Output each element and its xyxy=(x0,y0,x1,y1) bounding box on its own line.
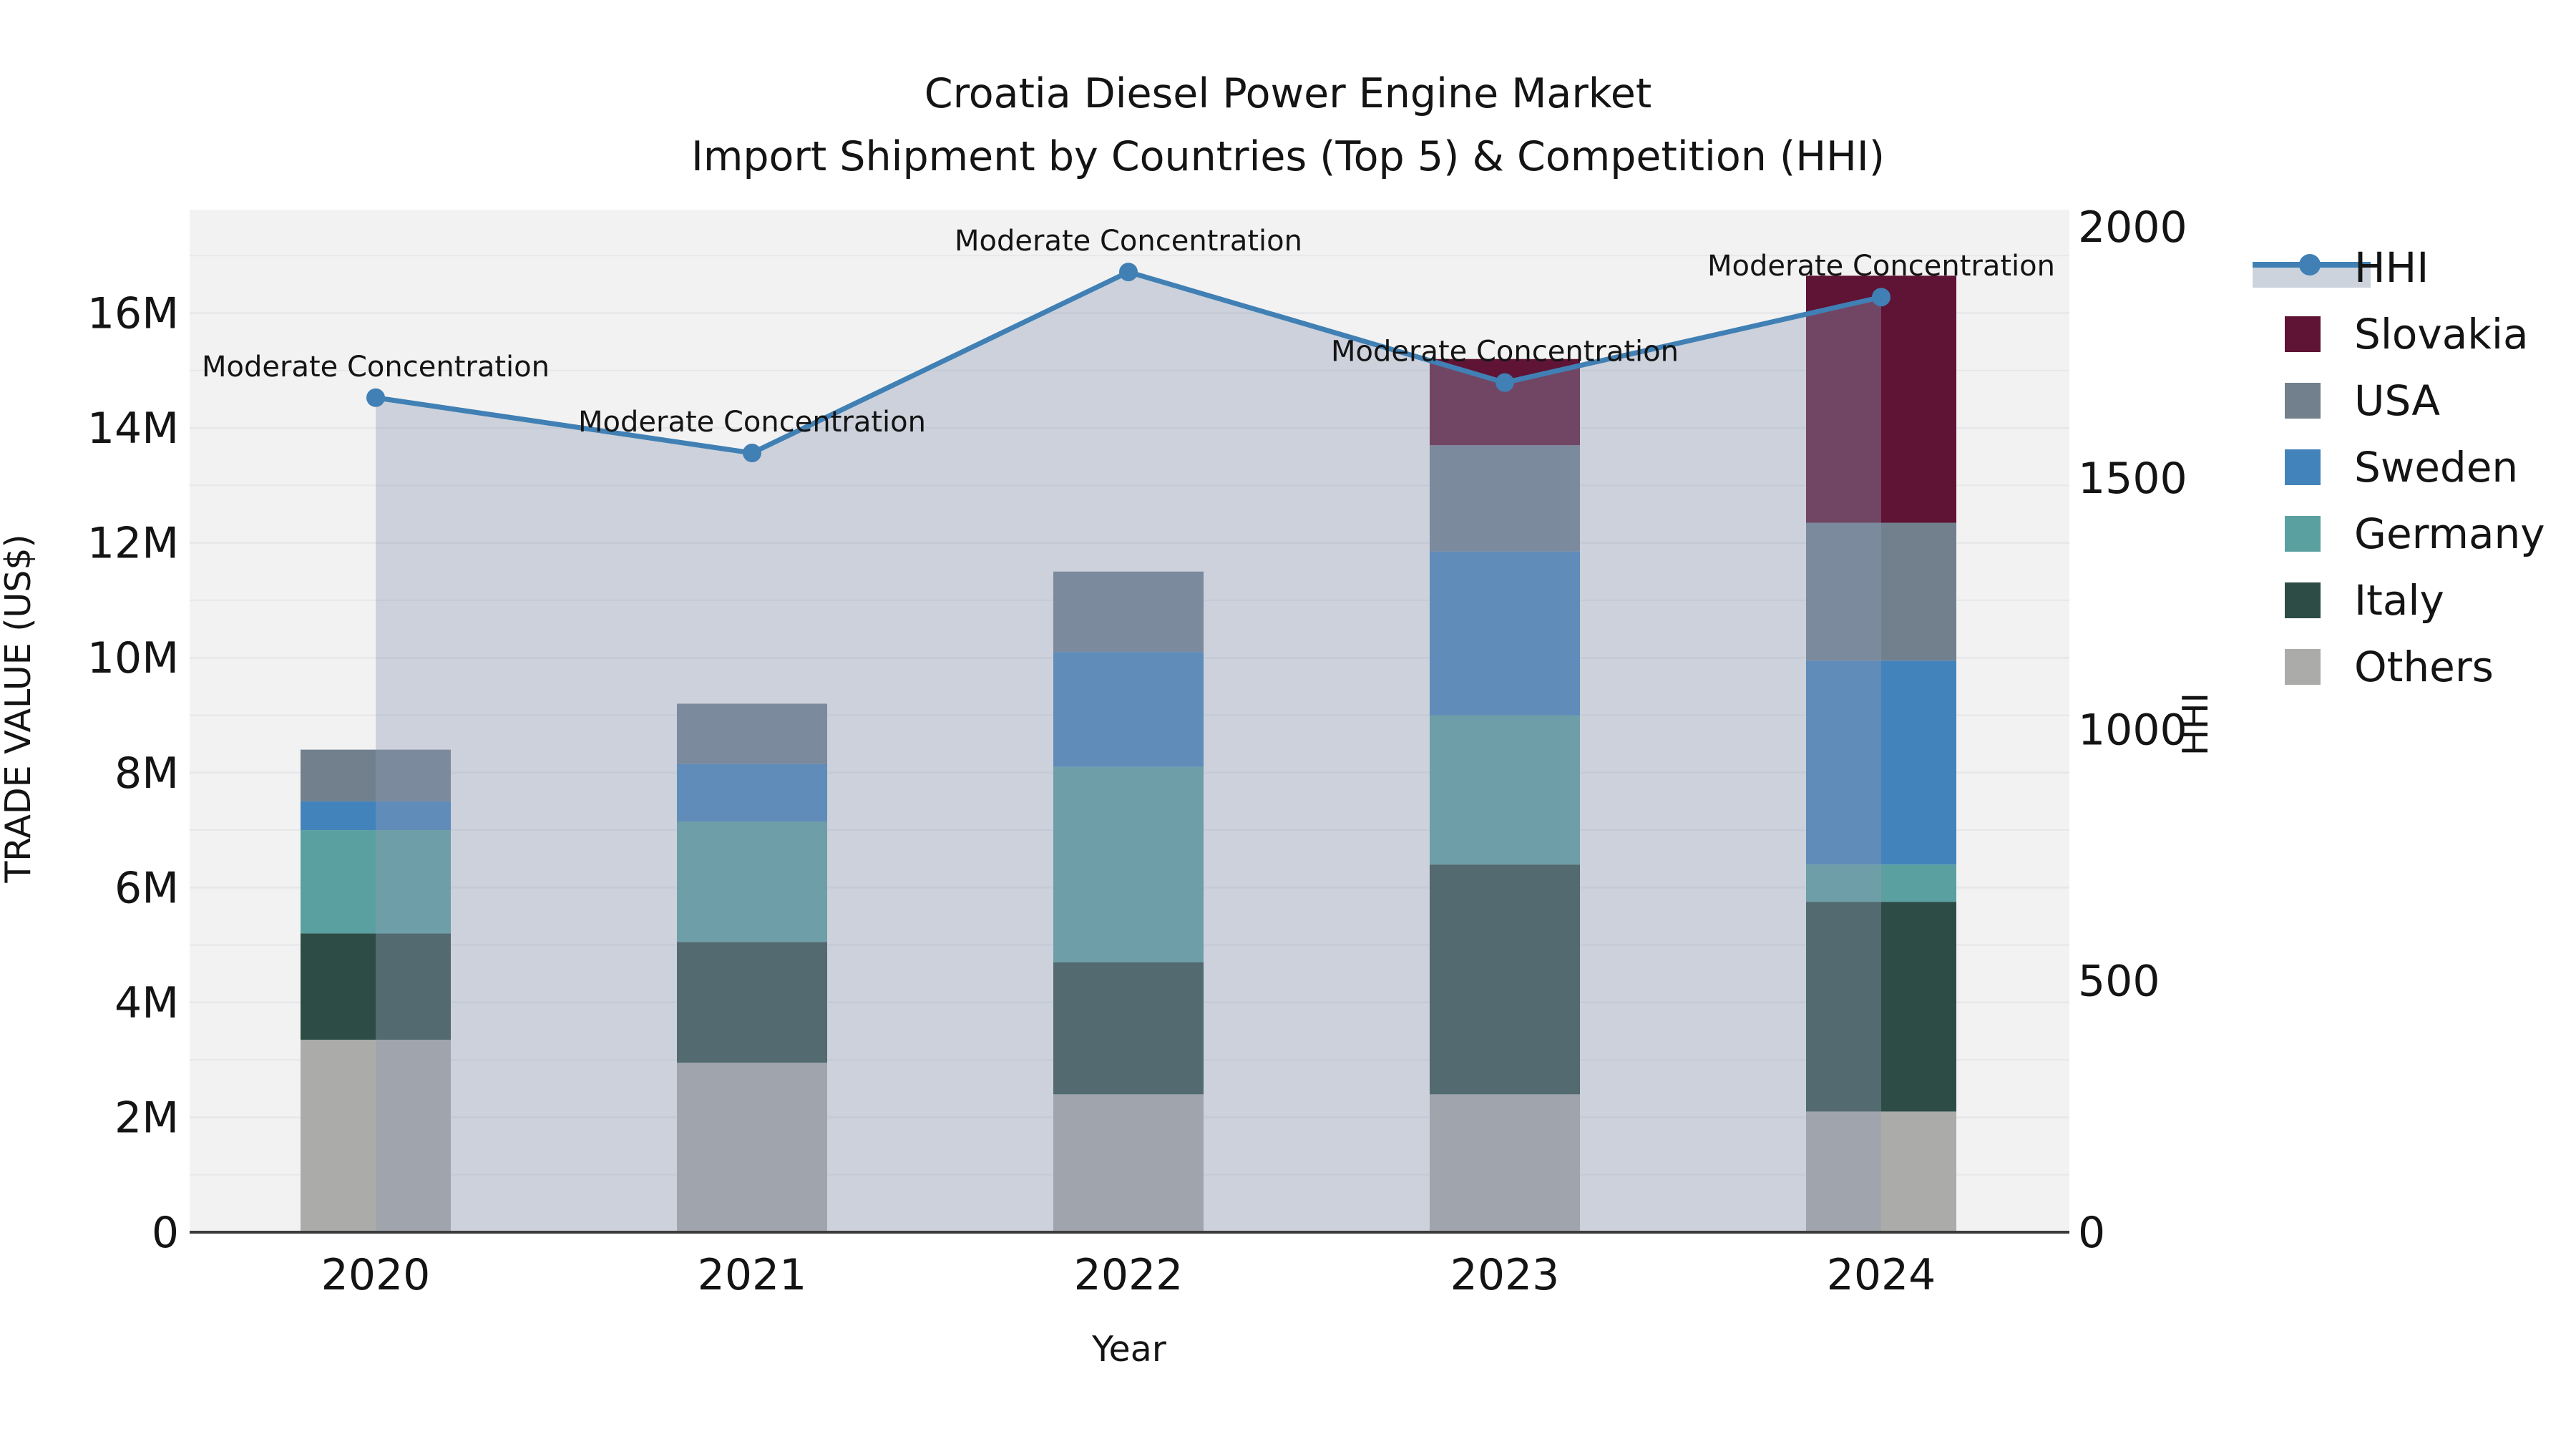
y-right-tick-1000: 1000 xyxy=(2078,705,2187,755)
bar-usa-2023 xyxy=(1430,445,1580,552)
legend: HHI Slovakia USA Sweden Germany Italy Others xyxy=(2253,243,2545,691)
hhi-marker-2022 xyxy=(1119,263,1138,282)
y-left-tick-14M: 14M xyxy=(87,404,179,454)
y-right-tick-0: 0 xyxy=(2078,1208,2105,1258)
bar-italy-2022 xyxy=(1053,962,1204,1095)
chart-title-line-1: Croatia Diesel Power Engine Market xyxy=(924,70,1652,117)
bar-usa-2020 xyxy=(301,749,451,801)
legend-label-usa: USA xyxy=(2354,376,2440,425)
bar-slovakia-2024 xyxy=(1806,275,1956,523)
bar-sweden-2023 xyxy=(1430,551,1580,716)
legend-label-italy: Italy xyxy=(2354,576,2444,625)
legend-label-slovakia: Slovakia xyxy=(2354,310,2529,358)
legend-swatch-usa xyxy=(2285,383,2321,419)
y-axis-right-ticks: 0 500 1000 1500 2000 xyxy=(2078,203,2187,1258)
y-left-tick-4M: 4M xyxy=(114,978,179,1028)
bar-sweden-2021 xyxy=(677,763,827,821)
legend-item-germany: Germany xyxy=(2285,509,2545,558)
hhi-marker-2021 xyxy=(743,444,761,463)
bar-italy-2021 xyxy=(677,942,827,1063)
bar-others-2020 xyxy=(301,1040,451,1232)
x-axis-title: Year xyxy=(1091,1329,1167,1370)
legend-item-hhi: HHI xyxy=(2253,243,2429,292)
y-axis-right-title: HHI xyxy=(2175,693,2216,756)
legend-label-others: Others xyxy=(2354,643,2494,691)
hhi-marker-2023 xyxy=(1496,373,1514,392)
y-axis-left-ticks: 0 2M 4M 6M 8M 10M 12M 14M 16M xyxy=(87,289,179,1258)
legend-item-sweden: Sweden xyxy=(2285,443,2518,492)
legend-label-germany: Germany xyxy=(2354,509,2545,558)
legend-label-hhi: HHI xyxy=(2354,243,2429,292)
bar-germany-2022 xyxy=(1053,766,1204,962)
bar-sweden-2022 xyxy=(1053,652,1204,767)
legend-item-others: Others xyxy=(2285,643,2494,691)
bar-germany-2020 xyxy=(301,830,451,934)
stacked-bars xyxy=(301,275,1956,1232)
bar-germany-2023 xyxy=(1430,715,1580,865)
legend-item-usa: USA xyxy=(2285,376,2440,425)
y-right-tick-500: 500 xyxy=(2078,957,2160,1007)
annotation-2020: Moderate Concentration xyxy=(202,351,550,384)
bar-usa-2022 xyxy=(1053,571,1204,653)
bar-italy-2024 xyxy=(1806,902,1956,1112)
bar-others-2023 xyxy=(1430,1094,1580,1232)
legend-swatch-slovakia xyxy=(2285,316,2321,352)
bar-germany-2021 xyxy=(677,821,827,942)
x-tick-2020: 2020 xyxy=(321,1250,431,1300)
x-axis-ticks: 2020 2021 2022 2023 2024 xyxy=(321,1250,1936,1300)
bar-others-2022 xyxy=(1053,1094,1204,1232)
hhi-line-series xyxy=(366,263,1890,463)
legend-hhi-marker-icon xyxy=(2299,254,2321,275)
bar-others-2021 xyxy=(677,1063,827,1232)
bar-usa-2024 xyxy=(1806,522,1956,661)
legend-swatch-sweden xyxy=(2285,449,2321,485)
legend-swatch-germany xyxy=(2285,516,2321,552)
legend-item-italy: Italy xyxy=(2285,576,2444,625)
bar-sweden-2024 xyxy=(1806,660,1956,865)
hhi-marker-2024 xyxy=(1872,288,1890,307)
annotation-2023: Moderate Concentration xyxy=(1331,336,1679,369)
x-tick-2022: 2022 xyxy=(1074,1250,1184,1300)
y-left-tick-6M: 6M xyxy=(114,863,179,913)
bar-usa-2021 xyxy=(677,703,827,764)
hhi-marker-2020 xyxy=(366,388,385,407)
bar-germany-2024 xyxy=(1806,864,1956,902)
bar-sweden-2020 xyxy=(301,801,451,831)
hhi-area-polygon xyxy=(376,272,1881,1233)
chart-title-line-2: Import Shipment by Countries (Top 5) & C… xyxy=(691,133,1885,180)
y-left-tick-2M: 2M xyxy=(114,1093,179,1143)
annotation-2021: Moderate Concentration xyxy=(578,406,926,439)
hhi-area-fill xyxy=(376,272,1881,1233)
y-right-tick-1500: 1500 xyxy=(2078,454,2187,504)
annotation-2024: Moderate Concentration xyxy=(1707,250,2055,283)
legend-swatch-italy xyxy=(2285,582,2321,618)
legend-label-sweden: Sweden xyxy=(2354,443,2518,492)
bar-italy-2023 xyxy=(1430,864,1580,1095)
x-tick-2024: 2024 xyxy=(1827,1250,1936,1300)
legend-item-slovakia: Slovakia xyxy=(2285,310,2529,358)
y-left-tick-8M: 8M xyxy=(114,748,179,799)
bar-italy-2020 xyxy=(301,933,451,1040)
y-right-tick-2000: 2000 xyxy=(2078,203,2187,253)
y-left-tick-0: 0 xyxy=(152,1208,179,1258)
y-left-tick-12M: 12M xyxy=(87,519,179,569)
y-left-tick-10M: 10M xyxy=(87,633,179,683)
y-axis-left-title: TRADE VALUE (US$) xyxy=(0,534,39,883)
x-tick-2023: 2023 xyxy=(1450,1250,1560,1300)
x-tick-2021: 2021 xyxy=(698,1250,807,1300)
legend-swatch-others xyxy=(2285,649,2321,685)
bar-others-2024 xyxy=(1806,1111,1956,1232)
point-annotations: Moderate Concentration Moderate Concentra… xyxy=(202,225,2055,439)
y-left-tick-16M: 16M xyxy=(87,289,179,339)
annotation-2022: Moderate Concentration xyxy=(955,225,1302,258)
